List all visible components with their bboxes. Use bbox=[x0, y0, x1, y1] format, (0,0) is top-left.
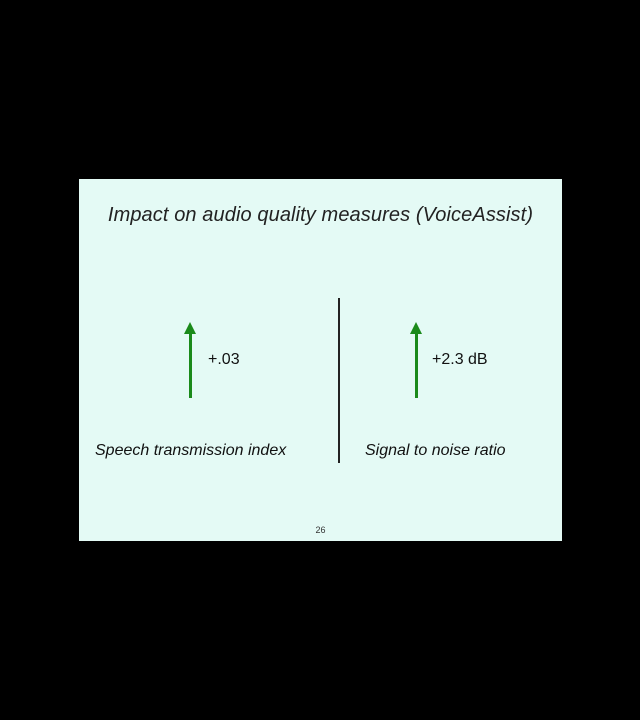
presentation-slide: Impact on audio quality measures (VoiceA… bbox=[79, 179, 562, 541]
metric-signal-to-noise-ratio: +2.3 dB Signal to noise ratio bbox=[339, 179, 562, 541]
metric-value: +.03 bbox=[208, 351, 240, 368]
metric-label: Signal to noise ratio bbox=[365, 442, 506, 459]
metric-value: +2.3 dB bbox=[432, 351, 488, 368]
up-arrow-icon bbox=[410, 322, 424, 398]
metric-speech-transmission-index: +.03 Speech transmission index bbox=[79, 179, 339, 541]
metric-label: Speech transmission index bbox=[95, 442, 287, 459]
up-arrow-icon bbox=[184, 322, 198, 398]
slide-title: Impact on audio quality measures (VoiceA… bbox=[107, 204, 534, 226]
slide-page-number: 26 bbox=[315, 525, 326, 535]
vertical-divider bbox=[338, 298, 340, 463]
